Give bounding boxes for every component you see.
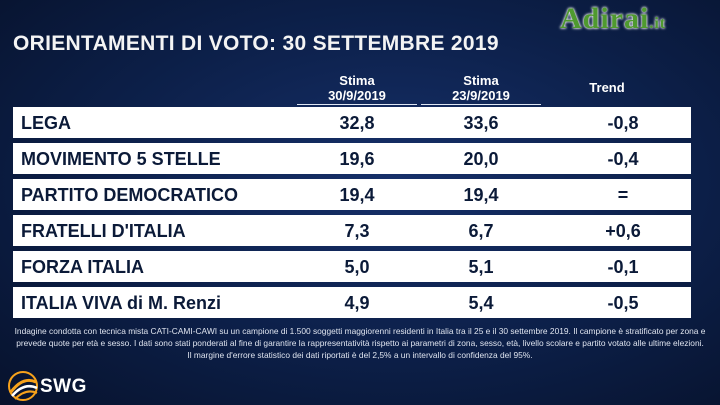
value-current: 5,0 [344,257,370,277]
column-header-trend: Trend [547,80,667,95]
column-header-current: Stima 30/9/2019 [297,73,417,105]
table-row: FRATELLI D'ITALIA 7,3 6,7 +0,6 [13,215,691,246]
table-row: LEGA 32,8 33,6 -0,8 [13,107,691,138]
value-previous: 33,6 [463,113,499,133]
value-current: 19,4 [339,185,375,205]
value-current: 32,8 [339,113,375,133]
party-name: FORZA ITALIA [21,257,144,277]
methodology-note: Indagine condotta con tecnica mista CATI… [14,326,706,360]
table-row: MOVIMENTO 5 STELLE 19,6 20,0 -0,4 [13,143,691,174]
value-current: 7,3 [344,221,370,241]
value-trend: = [617,185,629,205]
party-name: MOVIMENTO 5 STELLE [21,149,221,169]
table-row: ITALIA VIVA di M. Renzi 4,9 5,4 -0,5 [13,287,691,318]
value-previous: 19,4 [463,185,499,205]
column-header-previous-date: 23/9/2019 [421,88,541,105]
value-trend: -0,1 [607,257,639,277]
value-previous: 5,4 [468,293,494,313]
value-current: 4,9 [344,293,370,313]
watermark-logo: Adirai.it [560,2,710,42]
value-trend: -0,4 [607,149,639,169]
party-name: FRATELLI D'ITALIA [21,221,186,241]
table-row: PARTITO DEMOCRATICO 19,4 19,4 = [13,179,691,210]
value-current: 19,6 [339,149,375,169]
value-previous: 6,7 [468,221,494,241]
watermark-brand: Adirai [560,2,650,35]
value-previous: 20,0 [463,149,499,169]
table-row: FORZA ITALIA 5,0 5,1 -0,1 [13,251,691,282]
column-header-current-label: Stima [339,73,375,88]
value-trend: -0,8 [607,113,639,133]
column-header-current-date: 30/9/2019 [297,88,417,105]
chart-title: ORIENTAMENTI DI VOTO: 30 SETTEMBRE 2019 [13,32,499,55]
logo-text: SWG [40,376,87,397]
party-name: ITALIA VIVA di M. Renzi [21,293,221,313]
value-trend: +0,6 [605,221,641,241]
value-trend: -0,5 [607,293,639,313]
watermark-tld: .it [649,15,667,32]
party-name: PARTITO DEMOCRATICO [21,185,238,205]
swg-logo-icon [8,371,38,401]
party-name: LEGA [21,113,72,133]
column-header-previous-label: Stima [463,73,499,88]
value-previous: 5,1 [468,257,494,277]
column-header-previous: Stima 23/9/2019 [421,73,541,105]
column-header-trend-label: Trend [589,80,625,95]
